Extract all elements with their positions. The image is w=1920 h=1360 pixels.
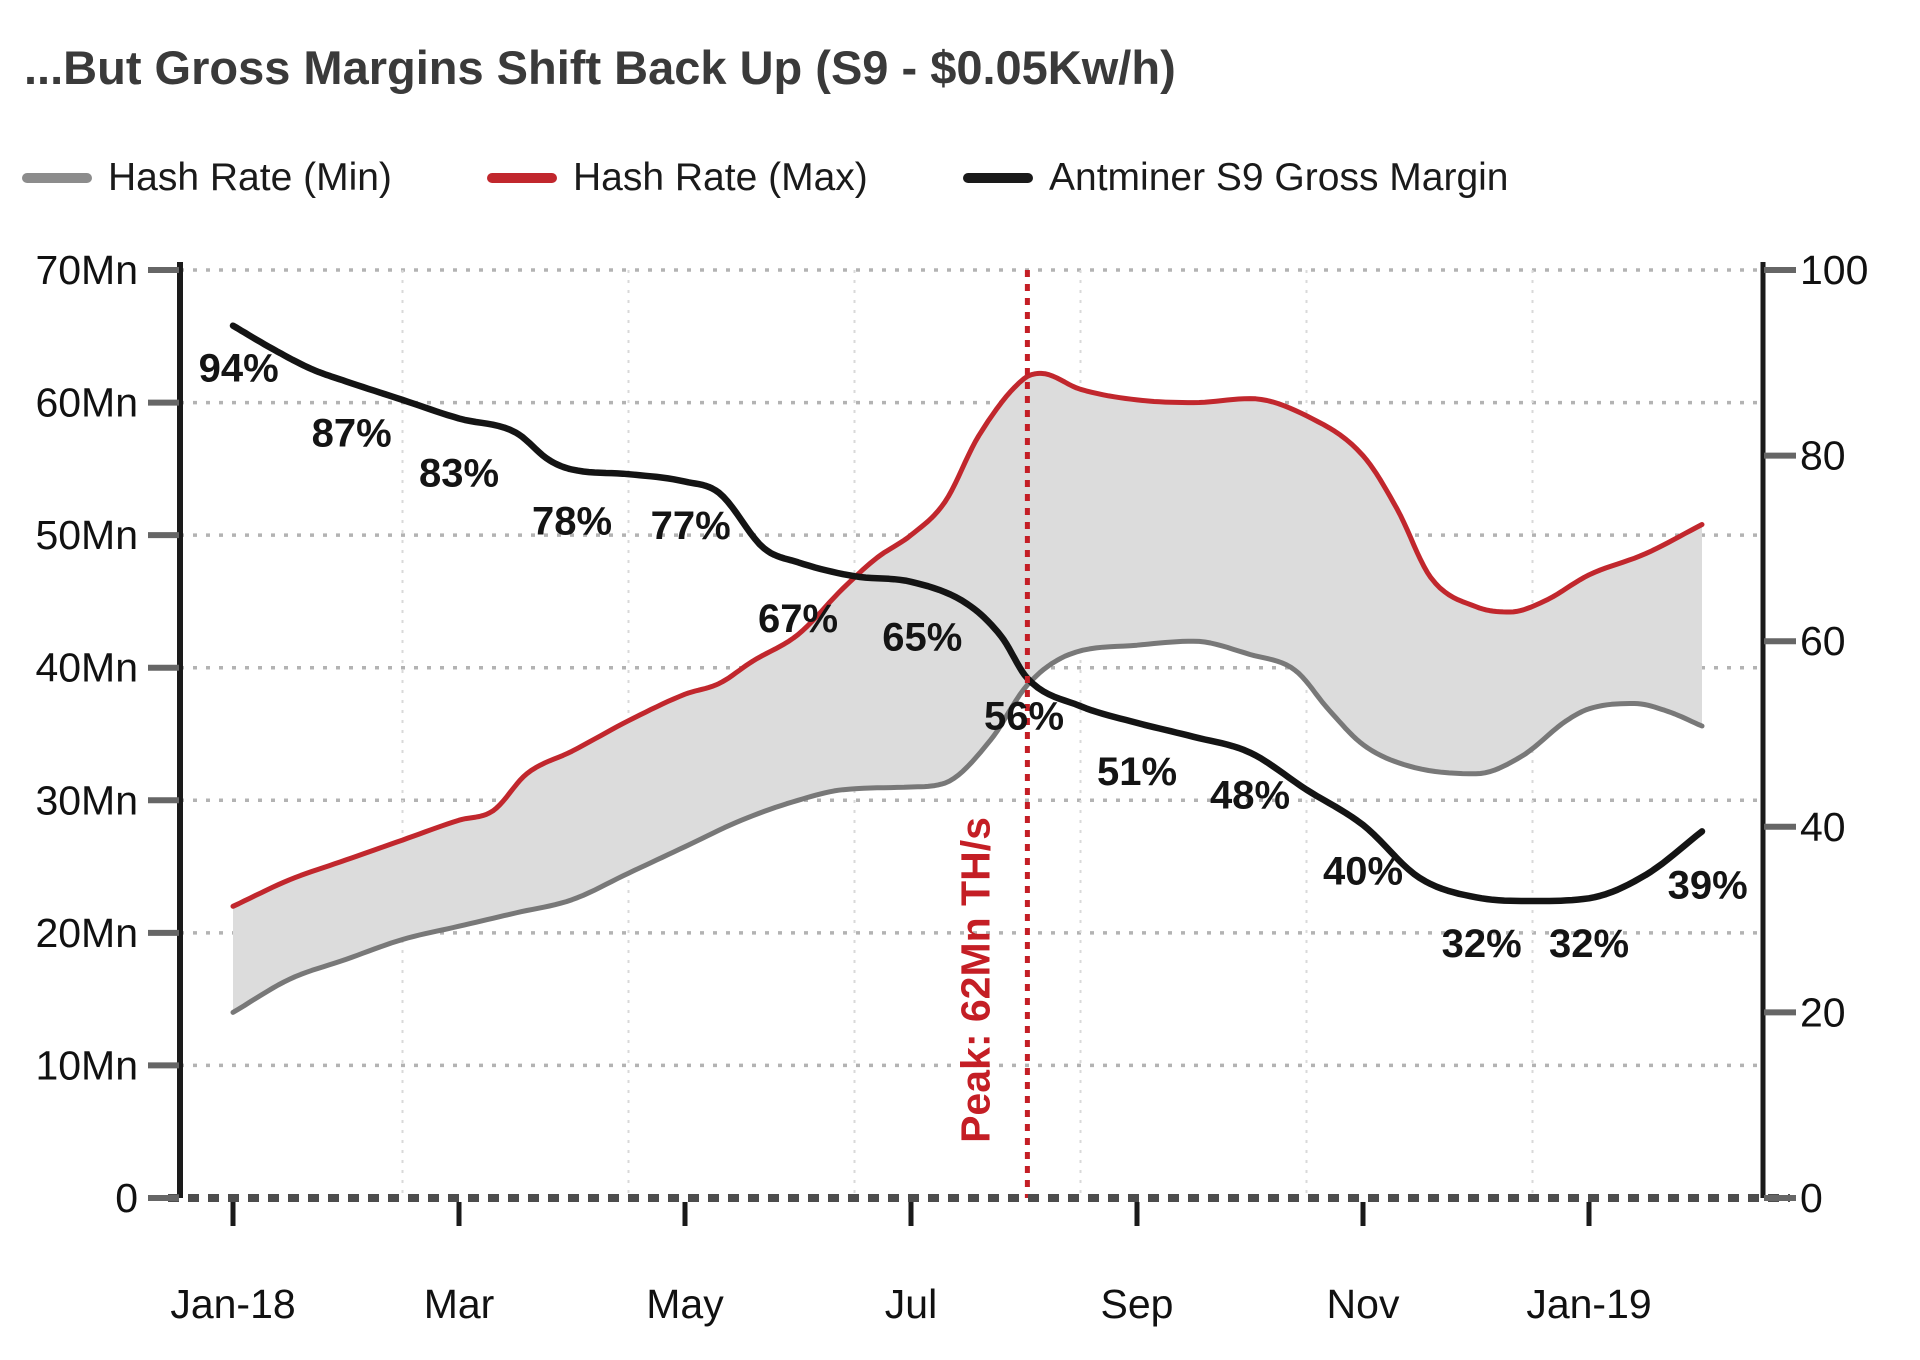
right-tick-label: 80 xyxy=(1800,433,1846,479)
margin-data-label: 78% xyxy=(532,500,612,544)
series-hash-rate-max xyxy=(230,370,1705,909)
x-tick-label: Jan-19 xyxy=(1526,1281,1651,1327)
left-tick-label: 30Mn xyxy=(35,777,138,823)
margin-data-label: 65% xyxy=(882,616,962,660)
x-tick-label: Jan-18 xyxy=(170,1281,295,1327)
right-tick-label: 60 xyxy=(1800,618,1846,664)
page-title: ...But Gross Margins Shift Back Up (S9 -… xyxy=(24,41,1176,94)
margin-data-label: 87% xyxy=(312,411,392,455)
margin-data-label: 39% xyxy=(1668,863,1748,907)
legend-item-gross-margin: Antminer S9 Gross Margin xyxy=(963,152,1509,204)
margin-data-label: 67% xyxy=(758,597,838,641)
legend-label-hash-rate-min: Hash Rate (Min) xyxy=(108,156,392,199)
x-tick-label: Nov xyxy=(1327,1281,1400,1327)
legend-swatch-min-icon xyxy=(22,173,92,183)
x-tick-label: Jul xyxy=(885,1281,937,1327)
left-tick-label: 40Mn xyxy=(35,645,138,691)
right-tick-label: 0 xyxy=(1800,1175,1823,1221)
left-tick-label: 70Mn xyxy=(35,247,138,293)
x-tick-label: Sep xyxy=(1101,1281,1174,1327)
left-tick-label: 60Mn xyxy=(35,380,138,426)
right-tick-label: 40 xyxy=(1800,804,1846,850)
legend-swatch-margin-icon xyxy=(963,173,1033,183)
margin-data-label: 94% xyxy=(199,346,279,390)
legend-label-hash-rate-max: Hash Rate (Max) xyxy=(573,156,868,199)
margin-data-label: 32% xyxy=(1549,922,1629,966)
margin-data-label: 40% xyxy=(1323,849,1403,893)
margin-data-label: 83% xyxy=(419,451,499,495)
hash-rate-band xyxy=(233,373,1702,1013)
margin-data-label: 48% xyxy=(1210,773,1290,817)
peak-line-label: Peak: 62Mn TH/s xyxy=(952,817,998,1143)
left-tick-label: 50Mn xyxy=(35,512,138,558)
legend-item-hash-rate-min: Hash Rate (Min) xyxy=(22,152,392,204)
x-tick-label: Mar xyxy=(424,1281,495,1327)
left-tick-label: 20Mn xyxy=(35,910,138,956)
right-tick-label: 20 xyxy=(1800,989,1846,1035)
margin-data-label: 51% xyxy=(1097,750,1177,794)
legend-swatch-max-icon xyxy=(487,173,557,183)
margin-data-label: 77% xyxy=(651,504,731,548)
series-hash-rate-min xyxy=(230,638,1705,1015)
legend-item-hash-rate-max: Hash Rate (Max) xyxy=(487,152,868,204)
left-tick-label: 10Mn xyxy=(35,1042,138,1088)
legend-label-gross-margin: Antminer S9 Gross Margin xyxy=(1049,156,1509,199)
margin-data-label: 32% xyxy=(1442,922,1522,966)
left-tick-label: 0 xyxy=(115,1175,138,1221)
series-gross-margin xyxy=(229,322,1706,905)
right-tick-label: 100 xyxy=(1800,247,1868,293)
legend: Hash Rate (Min) Hash Rate (Max) Antminer… xyxy=(0,152,1920,204)
margin-data-label: 56% xyxy=(984,694,1064,738)
x-tick-label: May xyxy=(646,1281,724,1327)
